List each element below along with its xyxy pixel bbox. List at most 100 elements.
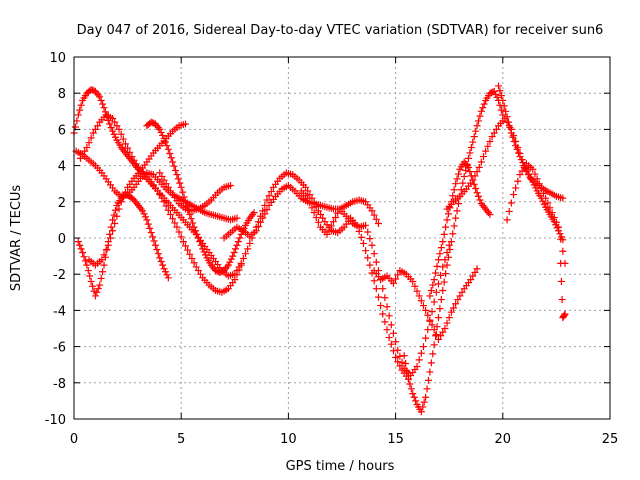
- data-point: [475, 163, 483, 171]
- data-point: [86, 272, 94, 280]
- data-point: [387, 321, 395, 329]
- data-point: [87, 277, 95, 285]
- data-point: [91, 125, 99, 133]
- data-point: [493, 93, 501, 101]
- data-point: [471, 268, 479, 276]
- data-point: [231, 276, 239, 284]
- data-point: [370, 277, 378, 285]
- data-point: [160, 176, 168, 184]
- data-point: [186, 250, 194, 258]
- data-point: [426, 368, 434, 376]
- data-point: [499, 111, 507, 119]
- data-point: [156, 254, 164, 262]
- data-point: [372, 258, 380, 266]
- data-point: [154, 187, 162, 195]
- data-point: [467, 144, 475, 151]
- data-point: [531, 170, 539, 178]
- data-point: [175, 228, 183, 236]
- data-point: [407, 385, 415, 393]
- x-tick-label: 25: [602, 432, 619, 447]
- data-point: [436, 250, 444, 258]
- data-point: [410, 393, 418, 401]
- data-point: [99, 268, 107, 276]
- data-point: [413, 287, 421, 295]
- data-point: [158, 194, 166, 202]
- data-point: [161, 138, 169, 146]
- data-point: [174, 175, 182, 183]
- data-point: [389, 329, 397, 337]
- data-point: [329, 218, 337, 226]
- data-point: [469, 176, 477, 184]
- data-point: [496, 101, 504, 109]
- data-point: [87, 134, 95, 142]
- data-point: [403, 367, 411, 375]
- data-point: [232, 245, 240, 253]
- data-point: [445, 314, 453, 322]
- data-point: [394, 358, 402, 366]
- data-point: [389, 347, 397, 355]
- data-point: [181, 198, 189, 206]
- data-point: [91, 292, 99, 300]
- data-point: [557, 277, 565, 285]
- data-point: [464, 163, 472, 171]
- data-point: [159, 131, 167, 139]
- series-track: [76, 111, 245, 296]
- data-point: [370, 211, 378, 219]
- data-point: [529, 178, 537, 186]
- data-point: [97, 96, 105, 104]
- data-point: [432, 331, 440, 339]
- data-point: [192, 263, 200, 271]
- data-point: [263, 196, 271, 204]
- data-point: [181, 242, 189, 250]
- data-point: [479, 104, 487, 112]
- data-point: [128, 153, 136, 161]
- y-tick-label: 2: [58, 196, 66, 211]
- data-point: [409, 390, 417, 398]
- data-point: [437, 296, 445, 304]
- data-point: [392, 353, 400, 361]
- data-point: [153, 245, 161, 253]
- series-track: [426, 158, 494, 300]
- data-point: [233, 241, 241, 249]
- data-point: [201, 251, 209, 259]
- data-point: [472, 185, 480, 193]
- data-point: [432, 288, 440, 296]
- data-points: [70, 82, 569, 416]
- data-point: [110, 130, 118, 138]
- data-point: [230, 248, 238, 256]
- data-point: [327, 222, 335, 230]
- data-point: [235, 266, 243, 274]
- x-tick-label: 5: [177, 432, 185, 447]
- data-point: [156, 191, 164, 199]
- data-point: [197, 241, 205, 249]
- data-point: [111, 118, 119, 126]
- data-point: [492, 90, 500, 98]
- data-point: [236, 234, 244, 242]
- data-point: [234, 238, 242, 246]
- data-point: [113, 212, 121, 220]
- data-point: [427, 359, 435, 367]
- data-point: [166, 150, 174, 158]
- data-point: [514, 177, 522, 185]
- data-point: [76, 106, 84, 114]
- data-point: [509, 133, 517, 141]
- data-point: [507, 199, 515, 207]
- data-point: [179, 188, 187, 196]
- data-point: [196, 238, 204, 246]
- data-point: [446, 245, 454, 253]
- data-point: [429, 281, 437, 289]
- y-tick-label: -8: [53, 377, 66, 392]
- data-point: [439, 286, 447, 294]
- data-point: [471, 172, 479, 180]
- data-point: [475, 117, 483, 125]
- data-point: [423, 385, 431, 393]
- data-point: [492, 125, 500, 133]
- data-point: [441, 256, 449, 264]
- data-point: [257, 218, 265, 226]
- data-point: [518, 167, 526, 175]
- series-track: [85, 120, 189, 269]
- data-point: [428, 321, 436, 329]
- y-tick-label: 4: [58, 160, 66, 175]
- data-point: [433, 323, 441, 331]
- data-point: [89, 129, 97, 137]
